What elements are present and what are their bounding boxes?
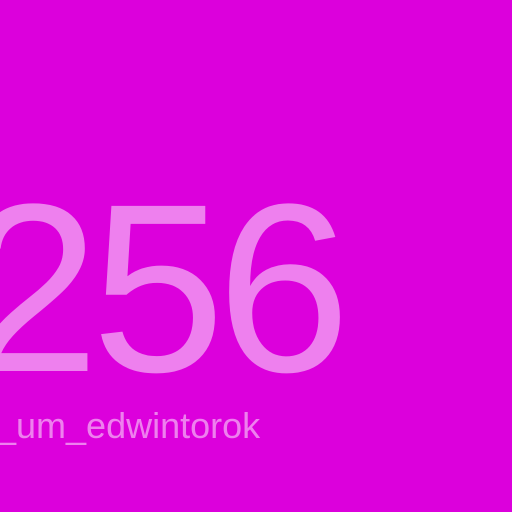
username-label: t_um_edwintorok xyxy=(0,405,261,446)
big-number: 256 xyxy=(0,154,350,422)
